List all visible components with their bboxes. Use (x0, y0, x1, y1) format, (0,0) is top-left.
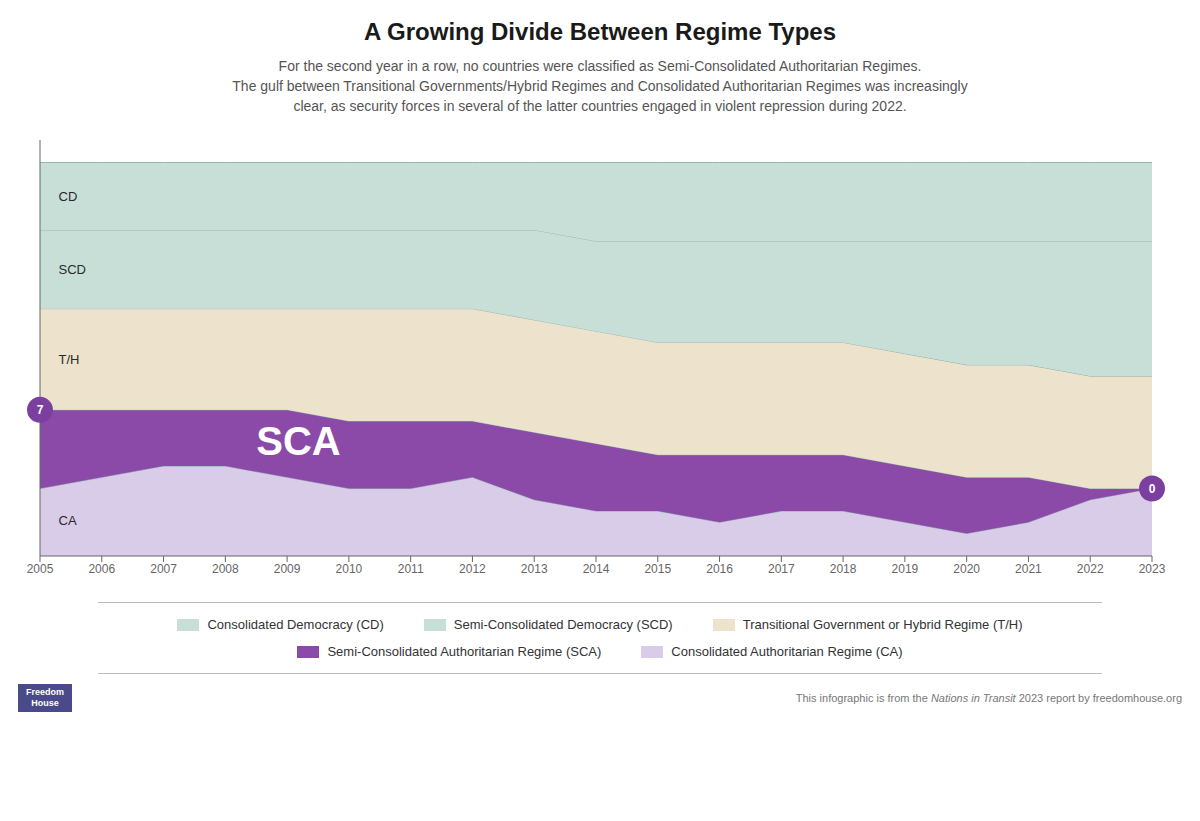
svg-text:2018: 2018 (830, 562, 857, 576)
svg-text:2011: 2011 (398, 562, 424, 576)
svg-text:2020: 2020 (953, 562, 980, 576)
html-text:The gulf between Transitional: The gulf between Transitional Government… (232, 78, 968, 94)
html-text:Freedom: Freedom (26, 687, 64, 697)
svg-text:SCD: SCD (59, 262, 86, 277)
svg-text:2005: 2005 (27, 562, 54, 576)
svg-text:CA: CA (59, 513, 77, 528)
svg-text:2016: 2016 (706, 562, 733, 576)
svg-text:2015: 2015 (644, 562, 671, 576)
svg-text:2023: 2023 (1139, 562, 1166, 576)
svg-text:2010: 2010 (336, 562, 363, 576)
html-text:Consolidated Authoritarian Reg: Consolidated Authoritarian Regime (CA) (671, 644, 903, 659)
svg-text:2014: 2014 (583, 562, 610, 576)
svg-text:7: 7 (37, 403, 44, 417)
html-text:For the second year in a row,: For the second year in a row, no countri… (278, 58, 922, 74)
svg-text:2012: 2012 (459, 562, 486, 576)
svg-text:SCA: SCA (256, 419, 340, 463)
html-text:Semi-Consolidated Authoritaria: Semi-Consolidated Authoritarian Regime (… (327, 644, 602, 659)
html-text:Semi-Consolidated Democracy (S: Semi-Consolidated Democracy (SCD) (453, 617, 673, 632)
svg-text:0: 0 (1149, 482, 1156, 496)
html-text:Transitional Government or Hyb: Transitional Government or Hybrid Regime… (742, 617, 1023, 632)
svg-text:2009: 2009 (274, 562, 301, 576)
html-text:Consolidated Democracy (CD): Consolidated Democracy (CD) (207, 617, 384, 632)
svg-text:2007: 2007 (150, 562, 177, 576)
svg-text:2013: 2013 (521, 562, 548, 576)
svg-text:T/H: T/H (59, 352, 80, 367)
html-text:clear, as security forces in s: clear, as security forces in several of … (293, 98, 907, 114)
svg-text:2017: 2017 (768, 562, 795, 576)
svg-text:2008: 2008 (212, 562, 239, 576)
svg-text:CD: CD (59, 189, 78, 204)
svg-text:2019: 2019 (892, 562, 919, 576)
svg-text:2021: 2021 (1015, 562, 1042, 576)
html-text:A Growing Divide Between Regim: A Growing Divide Between Regime Types (363, 18, 836, 45)
html-text:This infographic is from the N: This infographic is from the Nations in … (795, 692, 1182, 704)
html-text:House: House (31, 698, 59, 708)
svg-text:2006: 2006 (88, 562, 115, 576)
svg-text:2022: 2022 (1077, 562, 1104, 576)
